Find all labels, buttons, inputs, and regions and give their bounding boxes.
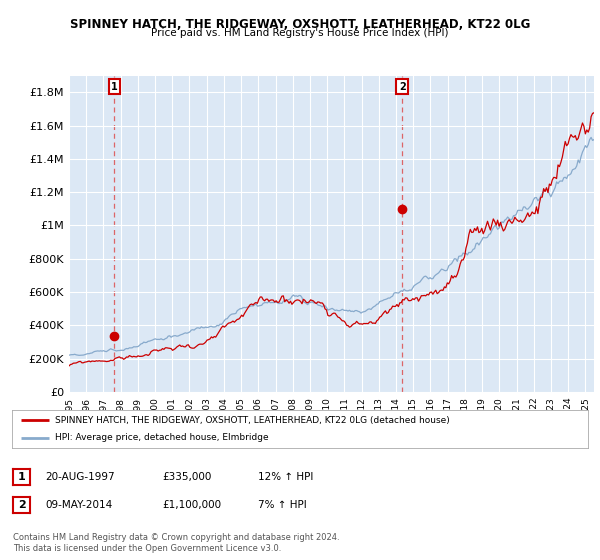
Text: 2: 2 [18, 500, 25, 510]
Text: Contains HM Land Registry data © Crown copyright and database right 2024.
This d: Contains HM Land Registry data © Crown c… [13, 533, 340, 553]
Text: £335,000: £335,000 [162, 472, 211, 482]
Text: 7% ↑ HPI: 7% ↑ HPI [258, 500, 307, 510]
Text: 2: 2 [399, 82, 406, 92]
Text: £1,100,000: £1,100,000 [162, 500, 221, 510]
Text: 20-AUG-1997: 20-AUG-1997 [45, 472, 115, 482]
Text: SPINNEY HATCH, THE RIDGEWAY, OXSHOTT, LEATHERHEAD, KT22 0LG (detached house): SPINNEY HATCH, THE RIDGEWAY, OXSHOTT, LE… [55, 416, 450, 424]
Text: 09-MAY-2014: 09-MAY-2014 [45, 500, 112, 510]
Text: HPI: Average price, detached house, Elmbridge: HPI: Average price, detached house, Elmb… [55, 433, 269, 442]
Text: SPINNEY HATCH, THE RIDGEWAY, OXSHOTT, LEATHERHEAD, KT22 0LG: SPINNEY HATCH, THE RIDGEWAY, OXSHOTT, LE… [70, 18, 530, 31]
Text: Price paid vs. HM Land Registry's House Price Index (HPI): Price paid vs. HM Land Registry's House … [151, 28, 449, 38]
Text: 12% ↑ HPI: 12% ↑ HPI [258, 472, 313, 482]
Text: 1: 1 [18, 472, 25, 482]
Text: 1: 1 [111, 82, 118, 92]
